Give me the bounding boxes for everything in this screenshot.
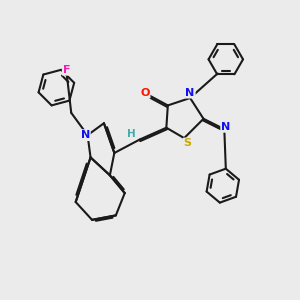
Text: S: S [184,139,192,148]
Text: N: N [81,130,90,140]
Text: F: F [63,65,70,75]
Text: N: N [185,88,195,98]
Text: H: H [127,129,136,139]
Text: O: O [140,88,150,98]
Text: N: N [221,122,230,132]
